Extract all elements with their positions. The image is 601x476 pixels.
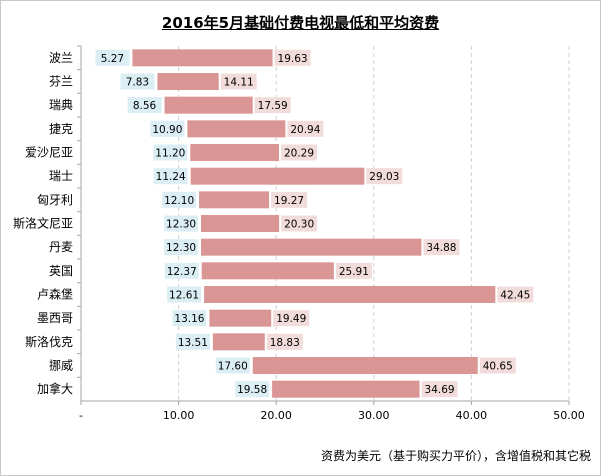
avg-value-label: 14.11 [224,77,254,89]
avg-label-box [254,97,291,114]
avg-label-box [423,239,460,256]
min-label-box [120,73,155,90]
min-value-label: 10.90 [152,124,182,136]
avg-value-label: 20.94 [290,124,320,136]
min-value-label: 12.30 [166,242,196,254]
chart-footnote: 资费为美元（基于购买力平价），含增值税和其它税 [320,449,591,463]
avg-value-label: 20.30 [284,219,314,231]
range-bar [190,167,365,185]
avg-value-label: 17.59 [258,100,288,112]
min-value-label: 11.20 [155,148,185,160]
category-label: 墨西哥 [37,311,73,325]
min-label-box [153,144,188,161]
category-label: 斯洛伐克 [25,334,73,349]
avg-value-label: 29.03 [369,171,399,183]
min-value-label: 17.60 [218,361,248,373]
avg-value-label: 34.88 [426,242,456,254]
avg-label-box [273,310,310,327]
x-tick-label: 20.00 [260,409,292,422]
min-value-label: 5.27 [101,53,124,65]
avg-value-label: 34.69 [425,384,455,396]
x-tick-label: 50.00 [553,409,585,422]
avg-value-label: 19.27 [274,195,304,207]
range-bar [164,96,253,114]
range-bar [201,215,280,232]
avg-label-box [271,191,308,208]
min-value-label: 13.16 [174,313,204,325]
range-bar [204,286,496,303]
avg-value-label: 40.65 [483,361,513,373]
min-label-box [162,191,197,208]
x-tick-label: 30.00 [358,409,390,422]
x-tick-label: 40.00 [456,409,488,422]
range-bar [209,309,272,327]
avg-value-label: 42.45 [500,290,530,302]
avg-value-label: 20.29 [284,148,314,160]
min-value-label: 12.61 [169,290,199,302]
category-label: 瑞士 [49,169,73,183]
avg-label-box [497,286,534,303]
x-tick-label: - [79,409,83,422]
avg-label-box [281,215,318,232]
avg-value-label: 18.83 [270,337,300,349]
category-label: 卢森堡 [37,287,73,302]
range-bar [157,73,219,90]
category-label: 挪威 [49,359,73,373]
min-label-box [235,381,270,398]
avg-value-label: 19.49 [276,313,306,325]
category-label: 爱沙尼亚 [25,146,73,160]
min-value-label: 12.37 [167,266,197,278]
min-label-box [175,333,210,350]
category-label: 丹麦 [49,240,73,254]
range-bar [132,49,273,67]
category-label: 瑞典 [49,98,73,112]
category-label: 波兰 [49,51,73,65]
min-value-label: 8.56 [133,100,157,112]
avg-label-box [220,73,257,90]
avg-label-box [287,120,324,137]
avg-label-box [335,262,372,279]
min-label-box [167,286,202,303]
category-label: 匈牙利 [37,193,73,207]
avg-label-box [274,49,311,66]
min-label-box [164,239,199,256]
min-value-label: 12.30 [166,219,196,231]
min-label-box [215,357,250,374]
avg-value-label: 25.91 [339,266,369,278]
min-label-box [95,49,130,66]
category-label: 加拿大 [37,381,73,396]
min-label-box [153,168,188,185]
min-value-label: 11.24 [156,171,186,183]
category-label: 英国 [49,264,73,278]
min-label-box [164,262,199,279]
min-value-label: 12.10 [164,195,194,207]
min-label-box [172,310,207,327]
min-value-label: 13.51 [178,337,208,349]
min-label-box [127,97,162,114]
range-bar [199,191,270,209]
avg-label-box [366,168,403,185]
category-label: 斯洛文尼亚 [13,216,73,231]
category-label: 捷克 [49,122,73,136]
avg-label-box [266,333,303,350]
range-bar [187,120,286,138]
range-bar [252,357,478,374]
range-bar [272,380,420,398]
avg-label-box [421,381,458,398]
range-bar [201,238,422,256]
avg-label-box [281,144,318,161]
min-label-box [150,120,185,137]
chart-title: 2016年5月基础付费电视最低和平均资费 [161,14,440,32]
min-label-box [164,215,199,232]
range-bar [190,144,280,161]
category-label: 芬兰 [49,75,73,89]
min-value-label: 7.83 [126,77,149,89]
x-tick-label: 10.00 [163,409,195,422]
range-bar [201,262,334,280]
avg-label-box [479,357,516,374]
range-bar [212,333,265,351]
min-value-label: 19.58 [237,384,267,396]
avg-value-label: 19.63 [278,53,308,65]
